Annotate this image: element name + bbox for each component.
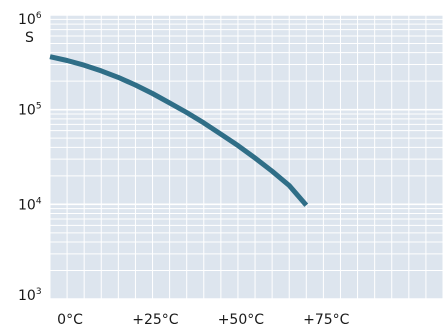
series-line [49,54,309,207]
plot-background [50,15,443,299]
x-tick-label: +50°C [218,312,265,328]
y-tick-label: 105 [18,102,42,119]
y-axis-label: S [25,30,34,46]
x-tick-label: +25°C [132,312,179,328]
y-tick-labels: 103 104 105 106 [18,11,42,304]
y-tick-label: 104 [18,196,42,213]
y-tick-label: 106 [18,11,42,28]
x-tick-labels: 0°C +25°C +50°C +75°C [57,312,350,328]
x-tick-label: +75°C [303,312,350,328]
x-tick-label: 0°C [57,312,83,328]
y-tick-label: 103 [18,287,42,304]
